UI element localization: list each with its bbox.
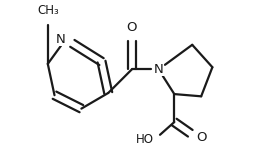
Text: N: N [154, 63, 163, 76]
Text: N: N [56, 33, 66, 46]
Text: O: O [126, 21, 137, 34]
Text: O: O [197, 131, 207, 144]
Text: CH₃: CH₃ [37, 4, 59, 17]
Text: HO: HO [136, 133, 154, 146]
